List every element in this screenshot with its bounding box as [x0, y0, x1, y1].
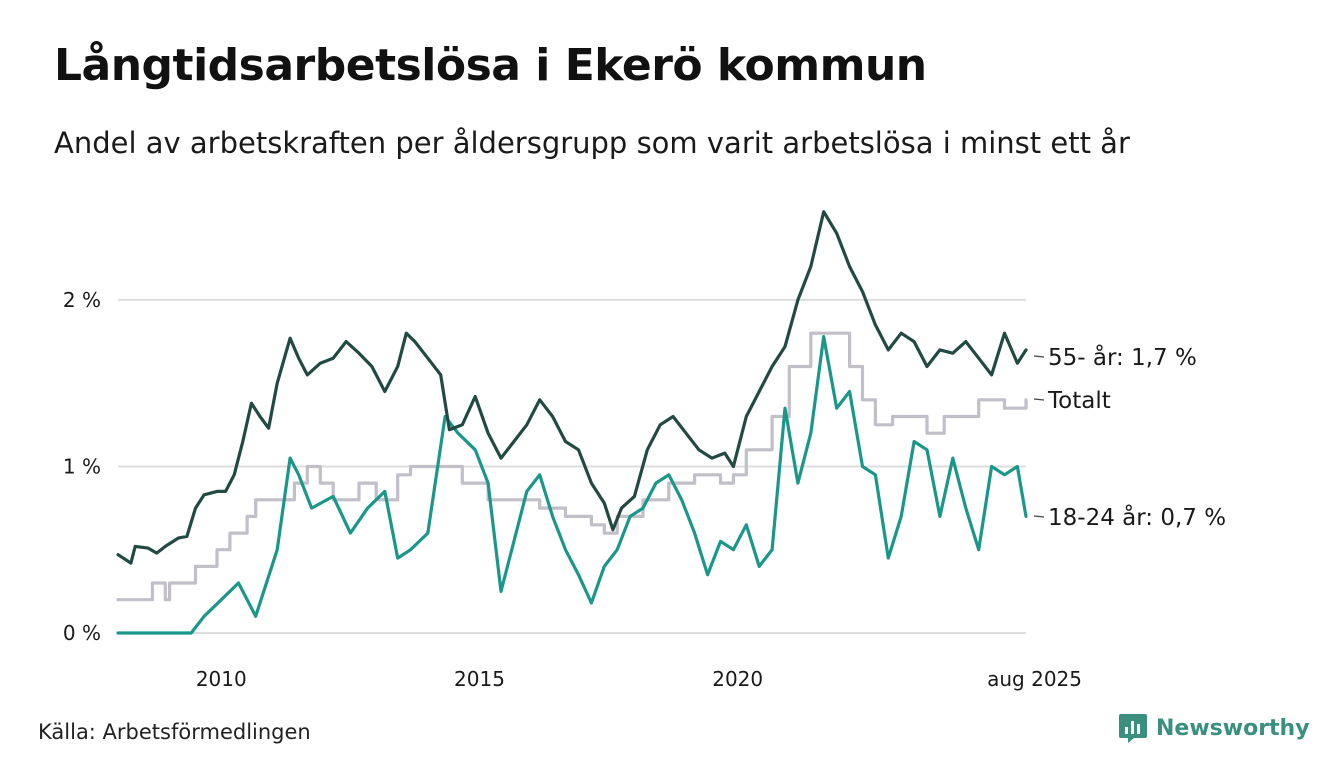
series-line-total	[116, 331, 1028, 602]
line-chart: 0 % 1 % 2 % 2010 2015 2020 aug 2025 55- år: 1…	[63, 210, 1226, 691]
end-labels: 55- år: 1,7 % Totalt 18-24 år: 0,7 %	[1033, 343, 1226, 531]
y-tick-label: 1 %	[63, 454, 101, 478]
gridlines	[118, 298, 1026, 634]
chart-title: Långtidsarbetslösa i Ekerö kommun	[54, 40, 927, 91]
source-note: Källa: Arbetsförmedlingen	[38, 720, 311, 744]
y-axis-ticks: 0 % 1 % 2 %	[63, 288, 101, 645]
x-tick-label: 2010	[196, 667, 247, 691]
x-tick-label: 2015	[454, 667, 505, 691]
brand-name: Newsworthy	[1156, 715, 1310, 741]
y-tick-label: 2 %	[63, 288, 101, 312]
end-label-total: Totalt	[1047, 388, 1111, 414]
x-tick-label: aug 2025	[987, 667, 1082, 691]
end-label-s55: 55- år: 1,7 %	[1048, 343, 1197, 371]
series-line-s18_24	[116, 335, 1028, 635]
x-axis-ticks: 2010 2015 2020 aug 2025	[196, 667, 1082, 691]
x-tick-label: 2020	[712, 667, 763, 691]
end-label-connector-total	[1033, 398, 1045, 401]
chart-subtitle: Andel av arbetskraften per åldersgrupp s…	[54, 126, 1130, 160]
series-lines	[116, 210, 1028, 635]
brand-logo[interactable]: Newsworthy	[1118, 712, 1310, 744]
end-label-connector-s55	[1033, 355, 1045, 358]
y-tick-label: 0 %	[63, 621, 101, 645]
series-line-s55	[116, 210, 1028, 565]
end-label-connector-s18_24	[1033, 515, 1045, 518]
end-label-s18_24: 18-24 år: 0,7 %	[1048, 503, 1226, 531]
newsworthy-logo-icon	[1119, 714, 1147, 743]
